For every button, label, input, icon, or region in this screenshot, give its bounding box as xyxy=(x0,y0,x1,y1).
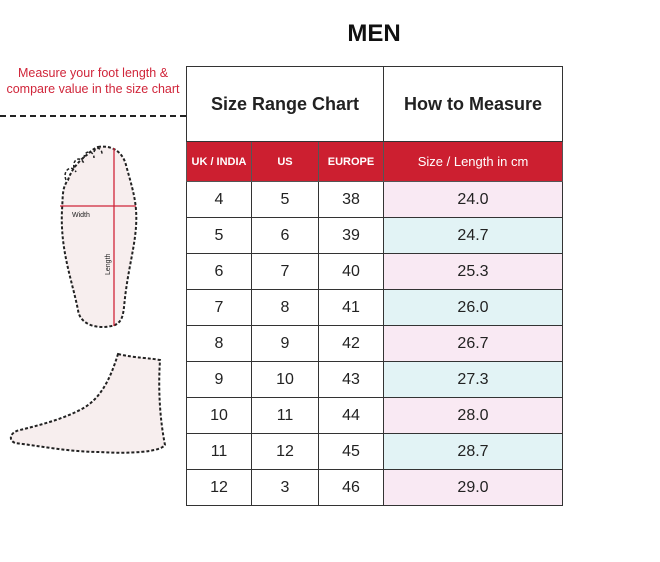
cell-uk: 7 xyxy=(186,289,252,326)
cell-us: 11 xyxy=(251,397,319,434)
cell-eu: 41 xyxy=(318,289,384,326)
cell-eu: 46 xyxy=(318,469,384,506)
page-title: MEN xyxy=(347,20,401,47)
table-row: 12 3 46 29.0 xyxy=(186,469,563,506)
col-length-cm: Size / Length in cm xyxy=(383,141,563,182)
table-row: 5 6 39 24.7 xyxy=(186,217,563,254)
length-label: Length xyxy=(105,253,112,275)
cell-eu: 44 xyxy=(318,397,384,434)
cell-uk: 9 xyxy=(186,361,252,398)
col-uk-india: UK / INDIA xyxy=(186,141,252,182)
cell-uk: 10 xyxy=(186,397,252,434)
table-row: 4 5 38 24.0 xyxy=(186,181,563,218)
cell-us: 12 xyxy=(251,433,319,470)
cell-uk: 4 xyxy=(186,181,252,218)
cell-cm: 24.0 xyxy=(383,181,563,218)
table-row: 11 12 45 28.7 xyxy=(186,433,563,470)
col-europe: EUROPE xyxy=(318,141,384,182)
cell-cm: 27.3 xyxy=(383,361,563,398)
width-label: Width xyxy=(72,212,90,219)
how-to-measure-header: How to Measure xyxy=(383,66,563,142)
cell-cm: 28.0 xyxy=(383,397,563,434)
cell-us: 3 xyxy=(251,469,319,506)
cell-cm: 29.0 xyxy=(383,469,563,506)
size-chart-table: Size Range Chart How to Measure UK / IND… xyxy=(186,66,563,506)
cell-us: 7 xyxy=(251,253,319,290)
cell-eu: 42 xyxy=(318,325,384,362)
cell-eu: 45 xyxy=(318,433,384,470)
cell-uk: 8 xyxy=(186,325,252,362)
cell-uk: 12 xyxy=(186,469,252,506)
cell-eu: 39 xyxy=(318,217,384,254)
cell-us: 8 xyxy=(251,289,319,326)
table-row: 10 11 44 28.0 xyxy=(186,397,563,434)
cell-cm: 25.3 xyxy=(383,253,563,290)
table-row: 8 9 42 26.7 xyxy=(186,325,563,362)
cell-eu: 38 xyxy=(318,181,384,218)
foot-side-icon xyxy=(9,352,167,454)
dashed-divider xyxy=(0,115,186,117)
cell-uk: 6 xyxy=(186,253,252,290)
cell-cm: 28.7 xyxy=(383,433,563,470)
cell-us: 5 xyxy=(251,181,319,218)
cell-us: 10 xyxy=(251,361,319,398)
table-row: 6 7 40 25.3 xyxy=(186,253,563,290)
foot-diagram: Width Length xyxy=(9,145,167,454)
col-us: US xyxy=(251,141,319,182)
cell-eu: 40 xyxy=(318,253,384,290)
table-row: 7 8 41 26.0 xyxy=(186,289,563,326)
cell-eu: 43 xyxy=(318,361,384,398)
foot-sole-icon: Width Length xyxy=(60,145,138,329)
cell-uk: 5 xyxy=(186,217,252,254)
cell-cm: 26.7 xyxy=(383,325,563,362)
table-row: 9 10 43 27.3 xyxy=(186,361,563,398)
size-range-header: Size Range Chart xyxy=(186,66,384,142)
cell-cm: 26.0 xyxy=(383,289,563,326)
measure-instruction: Measure your foot length & compare value… xyxy=(6,66,180,96)
cell-cm: 24.7 xyxy=(383,217,563,254)
cell-uk: 11 xyxy=(186,433,252,470)
cell-us: 6 xyxy=(251,217,319,254)
cell-us: 9 xyxy=(251,325,319,362)
